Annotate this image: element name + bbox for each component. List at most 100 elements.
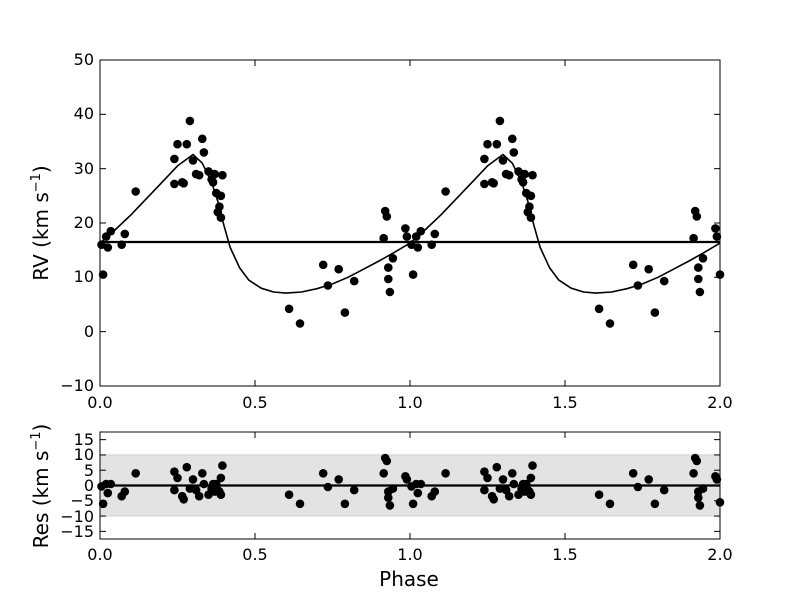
- res-point: [179, 495, 188, 504]
- rv-point: [117, 240, 126, 249]
- rv-point: [106, 226, 116, 236]
- rv-point: [323, 281, 333, 290]
- res-point: [103, 488, 113, 498]
- res-marks: [97, 453, 725, 510]
- res-ytick-label: −15: [60, 522, 94, 541]
- res-point: [650, 499, 660, 509]
- rv-point: [170, 179, 179, 189]
- rv-panel: 0.0 0.5 1.0 1.5 2.0 −10 0 10 20 30 40 50…: [29, 50, 733, 412]
- rv-ticks: [99, 59, 721, 387]
- rv-point: [480, 179, 489, 189]
- rv-point: [495, 116, 505, 126]
- rv-point: [413, 243, 423, 252]
- rv-point: [518, 178, 528, 187]
- rv-point: [509, 148, 519, 157]
- res-point: [408, 499, 418, 509]
- res-point: [509, 479, 519, 489]
- rv-point: [628, 260, 638, 270]
- rv-point: [441, 187, 450, 196]
- rv-point: [215, 202, 224, 211]
- res-point: [379, 469, 389, 478]
- rv-point: [340, 308, 350, 317]
- res-ytick-label: 10: [74, 445, 94, 464]
- res-point: [508, 469, 517, 478]
- res-point: [349, 485, 359, 495]
- rv-xtick-label: 0.0: [87, 393, 112, 412]
- rv-point: [712, 232, 722, 241]
- rv-ytick-label: 40: [74, 104, 94, 123]
- rv-point: [525, 202, 534, 211]
- res-point: [120, 487, 130, 496]
- rv-y-axis-label: RV (km s−1): [29, 165, 53, 280]
- res-point: [295, 499, 305, 509]
- rv-point: [659, 276, 669, 286]
- rv-point: [526, 213, 536, 222]
- res-point: [594, 490, 604, 500]
- rv-point: [379, 233, 389, 243]
- rv-point: [198, 134, 207, 144]
- res-ytick-labels: −15 −10 −5 0 5 10 15: [60, 430, 94, 541]
- res-point: [131, 469, 140, 478]
- rv-point: [408, 270, 418, 279]
- rv-point: [208, 178, 218, 187]
- rv-ytick-label: −10: [60, 376, 94, 395]
- x-axis-label: Phase: [379, 567, 439, 591]
- rv-point: [385, 287, 395, 297]
- rv-point: [185, 116, 195, 126]
- rv-point: [173, 139, 182, 149]
- rv-point: [318, 260, 328, 270]
- rv-xtick-label: 1.0: [397, 393, 422, 412]
- res-ytick-label: 0: [84, 476, 94, 495]
- res-point: [318, 469, 328, 478]
- res-xtick-label: 1.5: [552, 545, 577, 564]
- rv-point: [605, 319, 615, 328]
- res-ytick-label: −5: [70, 491, 94, 510]
- rv-point: [483, 139, 492, 149]
- res-point: [692, 456, 702, 466]
- rv-point: [698, 253, 708, 263]
- rv-point: [188, 156, 198, 165]
- res-xtick-label: 2.0: [707, 545, 732, 564]
- rv-ytick-labels: −10 0 10 20 30 40 50: [60, 50, 94, 395]
- res-point: [644, 475, 653, 484]
- res-point: [216, 490, 226, 500]
- rv-ytick-label: 50: [74, 50, 94, 69]
- rv-point: [427, 240, 437, 249]
- rv-point: [382, 212, 392, 221]
- rv-ytick-label: 0: [84, 322, 94, 341]
- res-point: [385, 501, 395, 510]
- res-xtick-label: 1.0: [397, 545, 422, 564]
- rv-point: [402, 232, 412, 241]
- res-point: [218, 461, 227, 470]
- rv-point: [508, 134, 517, 144]
- res-point: [526, 490, 536, 500]
- rv-point: [216, 213, 226, 222]
- rv-point: [416, 226, 426, 236]
- res-point: [173, 473, 182, 483]
- res-point: [402, 475, 412, 484]
- res-point: [334, 475, 344, 484]
- rv-y-axis-label-exponent: −1: [29, 173, 44, 192]
- rv-point: [644, 264, 653, 274]
- rv-point: [179, 179, 188, 188]
- rv-point: [210, 169, 219, 179]
- rv-point: [388, 253, 398, 263]
- rv-marks: [97, 116, 725, 328]
- rv-point: [218, 170, 227, 180]
- rv-point: [498, 156, 508, 165]
- rv-xtick-label: 0.5: [242, 393, 267, 412]
- rv-point: [194, 170, 204, 180]
- rv-point: [695, 287, 705, 297]
- rv-point: [384, 263, 393, 272]
- rv-ytick-label: 20: [74, 213, 94, 232]
- res-point: [712, 475, 722, 484]
- rv-xtick-label: 2.0: [707, 393, 732, 412]
- res-ticks: [99, 432, 721, 539]
- res-y-axis-label-exponent: −1: [29, 431, 44, 450]
- res-point: [106, 479, 116, 489]
- rv-point: [694, 274, 703, 284]
- rv-point: [520, 169, 529, 179]
- rv-point: [284, 304, 294, 314]
- rv-ytick-label: 30: [74, 159, 94, 178]
- res-point: [498, 475, 508, 484]
